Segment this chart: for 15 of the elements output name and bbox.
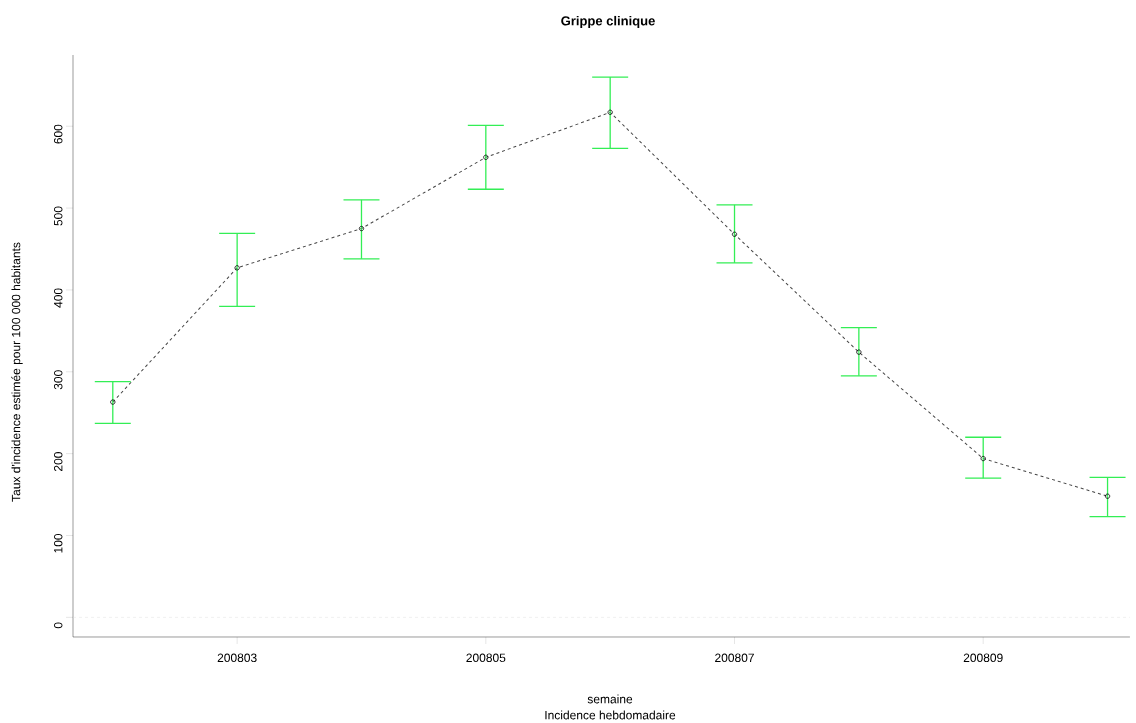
y-tick-label: 500: [53, 206, 63, 226]
x-tick-label: 200807: [715, 653, 754, 663]
x-tick-label: 200805: [466, 653, 506, 663]
text: Incidence hebdomadaire: [545, 710, 676, 720]
y-tick-label: 400: [53, 288, 63, 308]
y-tick-label: 600: [53, 124, 63, 144]
x-tick-label: 200803: [217, 653, 257, 663]
x-tick-label: 200809: [963, 653, 1003, 663]
chart-title: Grippe clinique: [561, 16, 655, 29]
y-tick-label: 300: [53, 370, 63, 390]
y-axis-title: Taux d'incidence estimée pour 100 000 habitants: [11, 242, 23, 502]
x-axis-title: semaine: [587, 694, 633, 704]
y-tick-label: 200: [53, 452, 63, 472]
y-tick-label: 100: [53, 534, 63, 553]
y-tick-label: 0: [53, 622, 63, 629]
